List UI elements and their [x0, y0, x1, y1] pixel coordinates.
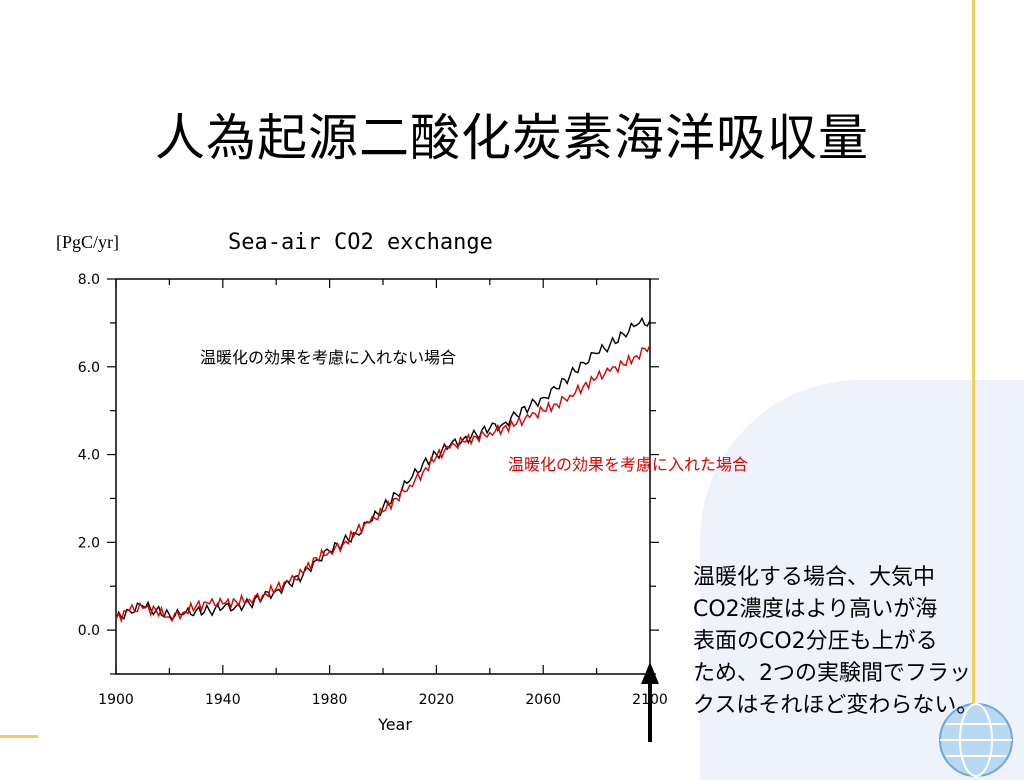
y-tick-label: 0.0: [78, 623, 100, 639]
decorative-horizontal-line: [0, 735, 38, 738]
x-tick-label: 2060: [525, 692, 561, 708]
slide-title: 人為起源二酸化炭素海洋吸収量: [155, 109, 869, 167]
note-line: CO2濃度はより高いが海: [693, 597, 938, 622]
note-line: 温暖化する場合、大気中: [693, 565, 936, 590]
x-tick-label: 1980: [312, 692, 348, 708]
y-tick-label: 2.0: [78, 535, 100, 551]
note-line: ため、2つの実験間でフラッ: [693, 661, 971, 686]
annotation-no-warming: 温暖化の効果を考慮に入れない場合: [200, 348, 457, 367]
globe-icon: [939, 703, 1013, 777]
note-line: クスはそれほど変わらない。: [693, 693, 979, 718]
x-tick-label: 1940: [205, 692, 241, 708]
series-line-no-warming: [115, 316, 651, 621]
plot-frame: [115, 278, 651, 675]
series-line-with-warming: [115, 344, 651, 624]
decorative-vertical-line: [972, 0, 975, 768]
y-tick-label: 4.0: [78, 448, 100, 464]
y-axis-unit-label: [PgC/yr]: [56, 232, 119, 252]
chart-title: Sea-air CO2 exchange: [228, 230, 493, 255]
y-tick-label: 8.0: [78, 272, 100, 288]
y-tick-label: 6.0: [78, 360, 100, 376]
x-axis-label: Year: [377, 715, 412, 734]
note-line: 表面のCO2分圧も上がる: [693, 629, 938, 654]
x-tick-label: 2020: [419, 692, 455, 708]
explanation-note: 温暖化する場合、大気中 CO2濃度はより高いが海 表面のCO2分圧も上がる ため…: [693, 562, 1023, 722]
annotation-with-warming: 温暖化の効果を考慮に入れた場合: [508, 455, 749, 474]
arrow-up-icon: [641, 662, 659, 684]
x-tick-label: 1900: [98, 692, 134, 708]
